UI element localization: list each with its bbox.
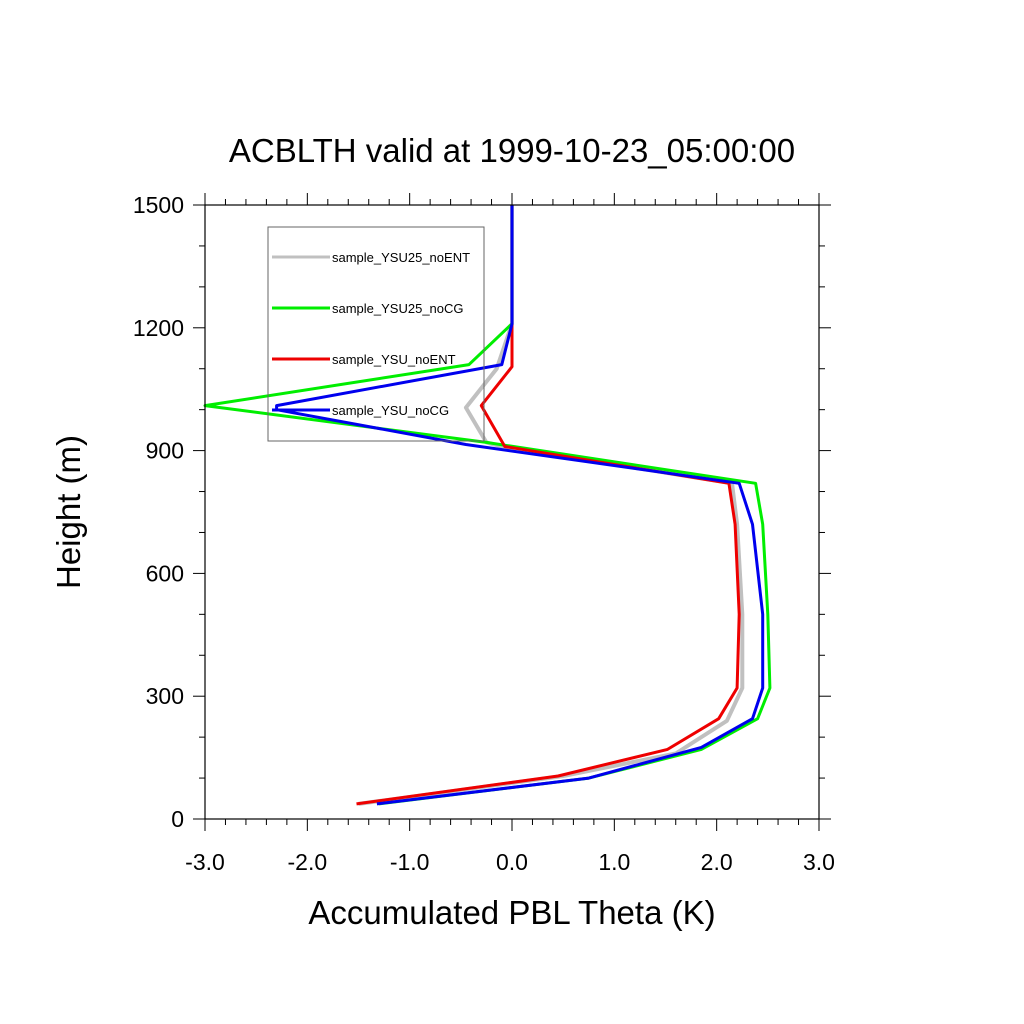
axis-ticks: -3.0 -2.0 -1.0 0.0 1.0 2.0 3.0 0 300 600 900 1200 15… (133, 192, 835, 875)
legend-label: sample_YSU25_noCG (332, 301, 464, 316)
x-tick-label: 1.0 (598, 849, 630, 875)
x-tick-label: 3.0 (803, 849, 835, 875)
series-line-sample_YSU_noENT (356, 205, 741, 806)
series-line-sample_YSU_noCG (275, 205, 765, 806)
legend-label: sample_YSU25_noENT (332, 250, 470, 265)
legend: sample_YSU25_noENT sample_YSU25_noCGsampl… (267, 226, 485, 442)
y-tick-label: 900 (146, 438, 184, 464)
x-tick-label: 0.0 (496, 849, 528, 875)
x-tick-label: -2.0 (288, 849, 328, 875)
x-tick-label: 2.0 (701, 849, 733, 875)
y-tick-label: 0 (171, 806, 184, 832)
legend-label: sample_YSU_noENT (332, 352, 456, 367)
x-axis-label: Accumulated PBL Theta (K) (308, 894, 715, 931)
legend-label: sample_YSU_noCG (332, 403, 449, 418)
x-tick-label: -3.0 (185, 849, 225, 875)
series-line-sample_YSU25_noCG (203, 205, 772, 806)
legend-box (267, 226, 485, 442)
x-tick-label: -1.0 (390, 849, 430, 875)
y-tick-label: 1500 (133, 192, 184, 218)
series-line-sample_YSU25_noENT (358, 205, 745, 806)
y-axis-label: Height (m) (50, 435, 87, 589)
y-tick-label: 1200 (133, 315, 184, 341)
y-tick-label: 600 (146, 560, 184, 586)
series-lines (203, 205, 772, 806)
chart-title: ACBLTH valid at 1999-10-23_05:00:00 (229, 132, 795, 169)
y-tick-label: 300 (146, 683, 184, 709)
plot-frame (204, 204, 820, 820)
